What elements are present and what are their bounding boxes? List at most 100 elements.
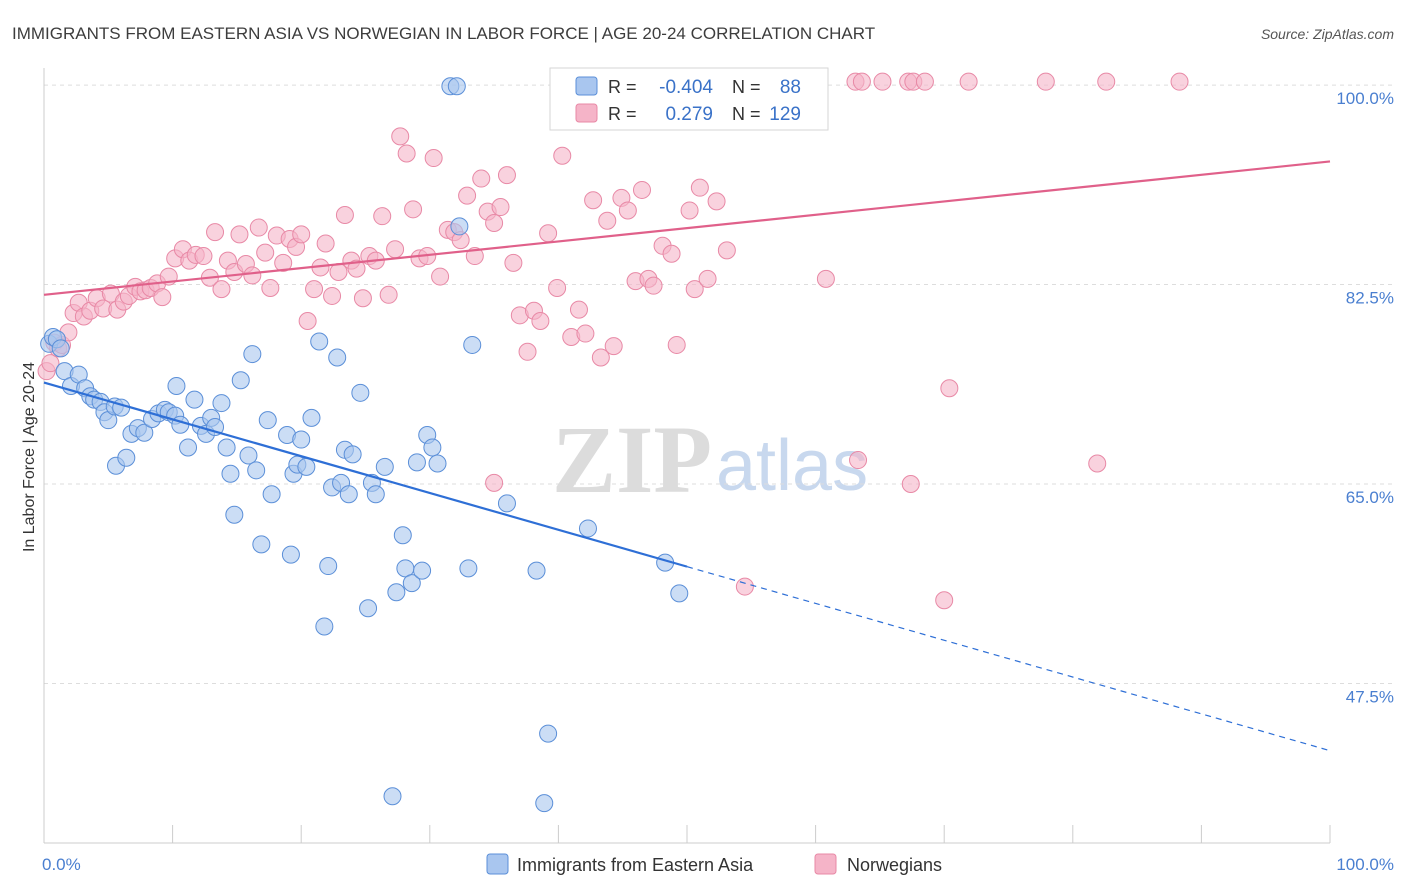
blue-point-40 <box>247 461 266 480</box>
blue-point-53 <box>319 557 338 576</box>
pink-point-74 <box>491 198 510 217</box>
blue-point-51 <box>310 332 329 351</box>
pink-point-48 <box>323 286 342 305</box>
blue-point-16 <box>117 448 136 467</box>
blue-point-60 <box>351 383 370 402</box>
blue-point-25 <box>167 376 186 395</box>
chart-title: IMMIGRANTS FROM EASTERN ASIA VS NORWEGIA… <box>12 24 875 43</box>
pink-point-123 <box>901 474 920 493</box>
pink-point-87 <box>584 191 603 210</box>
blue-point-28 <box>185 390 204 409</box>
pink-point-30 <box>212 280 231 299</box>
blue-trend-line-extension <box>686 566 1331 752</box>
blue-point-36 <box>225 505 244 524</box>
pink-point-78 <box>518 342 537 361</box>
pink-point-57 <box>379 285 398 304</box>
pink-trend-line <box>43 160 1331 296</box>
bottom-legend-label-pink: Norwegians <box>847 855 942 875</box>
blue-point-74 <box>428 454 447 473</box>
pink-point-53 <box>353 289 372 308</box>
pink-point-90 <box>604 337 623 356</box>
legend-r-value-1: -0.404 <box>659 77 713 98</box>
pink-point-86 <box>576 324 595 343</box>
pink-point-88 <box>591 348 610 367</box>
pink-point-47 <box>316 234 335 253</box>
blue-point-70 <box>407 453 426 472</box>
pink-point-35 <box>243 266 262 285</box>
blue-point-81 <box>527 561 546 580</box>
pink-point-81 <box>539 224 558 243</box>
blue-point-77 <box>450 217 469 236</box>
blue-point-61 <box>359 599 378 618</box>
legend-swatch-blue <box>575 76 598 96</box>
blue-point-69 <box>402 574 421 593</box>
blue-point-3 <box>51 339 70 358</box>
pink-point-122 <box>849 451 868 470</box>
pink-point-61 <box>404 200 423 219</box>
pink-point-92 <box>618 201 637 220</box>
scatter-points <box>37 72 1189 813</box>
pink-point-64 <box>424 149 443 168</box>
pink-point-40 <box>274 253 293 272</box>
pink-point-96 <box>644 276 663 295</box>
y-tick-label-3: 47.5% <box>1346 687 1394 706</box>
blue-point-50 <box>302 408 321 427</box>
blue-point-58 <box>339 485 358 504</box>
pink-point-98 <box>662 244 681 263</box>
blue-point-55 <box>328 348 347 367</box>
trend-lines <box>43 160 1331 752</box>
blue-point-34 <box>217 438 236 457</box>
blue-point-64 <box>375 457 394 476</box>
blue-point-71 <box>413 561 432 580</box>
pink-point-69 <box>458 186 477 205</box>
pink-point-116 <box>915 72 934 91</box>
pink-point-71 <box>472 169 491 188</box>
legend-r-value-2: 0.279 <box>665 104 713 125</box>
pink-point-36 <box>249 218 268 237</box>
blue-point-41 <box>252 535 271 554</box>
pink-point-27 <box>194 247 213 266</box>
pink-point-80 <box>531 312 550 331</box>
blue-point-59 <box>343 445 362 464</box>
blue-point-79 <box>463 335 482 354</box>
pink-point-119 <box>1097 72 1116 91</box>
y-tick-labels: 100.0% 82.5% 65.0% 47.5% <box>1336 89 1394 706</box>
blue-point-78 <box>459 559 478 578</box>
pink-point-112 <box>852 72 871 91</box>
pink-point-126 <box>1088 454 1107 473</box>
pink-point-44 <box>298 312 317 331</box>
chart-source: Source: ZipAtlas.com <box>1261 26 1394 42</box>
blue-point-45 <box>281 545 300 564</box>
pink-point-73 <box>485 214 504 232</box>
bottom-legend-swatch-blue <box>486 853 509 875</box>
pink-point-38 <box>261 278 280 297</box>
blue-trend-line <box>43 381 688 568</box>
pink-point-82 <box>548 278 567 297</box>
blue-point-38 <box>239 446 258 465</box>
pink-point-65 <box>431 267 450 286</box>
stats-legend: R = -0.404 N = 88 R = 0.279 N = 129 <box>549 67 829 131</box>
pink-point-124 <box>940 379 959 398</box>
pink-point-118 <box>1036 72 1055 91</box>
pink-point-59 <box>391 127 410 146</box>
legend-n-value-1: 88 <box>780 77 801 98</box>
pink-point-76 <box>504 253 523 272</box>
pink-point-37 <box>256 243 275 262</box>
pink-point-45 <box>305 280 324 299</box>
pink-point-125 <box>935 591 954 610</box>
watermark-atlas: atlas <box>716 426 868 506</box>
pink-point-56 <box>373 207 392 226</box>
pink-point-60 <box>397 144 416 163</box>
x-tick-label-min: 0.0% <box>42 855 81 874</box>
blue-point-63 <box>366 485 385 504</box>
legend-n-label-2: N = <box>732 104 761 124</box>
pink-point-52 <box>347 259 366 278</box>
pink-point-21 <box>153 288 172 307</box>
blue-point-19 <box>135 423 154 442</box>
y-tick-label-0: 100.0% <box>1336 89 1394 108</box>
pink-point-113 <box>873 72 892 91</box>
pink-point-29 <box>206 223 225 242</box>
series-legend: Immigrants from Eastern Asia Norwegians <box>486 853 942 875</box>
blue-point-43 <box>262 485 281 504</box>
